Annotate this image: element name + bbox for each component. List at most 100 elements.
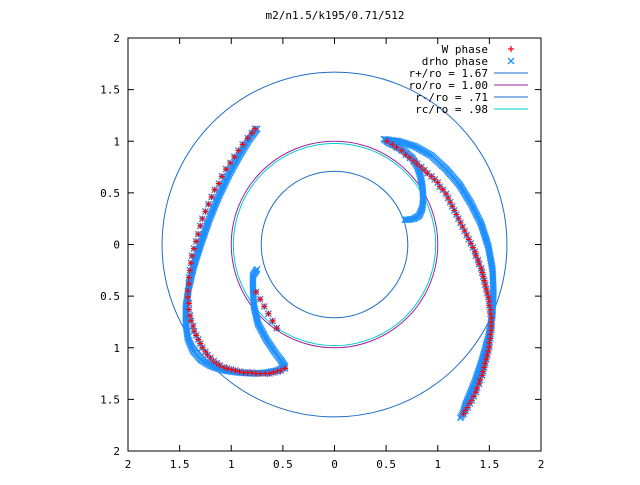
legend-label: r+/ro = 1.67 <box>409 67 488 80</box>
w-phase-point <box>187 317 194 324</box>
w-phase-point <box>477 376 484 383</box>
w-phase-point <box>236 368 243 375</box>
w-phase-point <box>195 231 202 238</box>
w-phase-point <box>190 323 197 330</box>
x-tick-label: 2 <box>538 458 545 471</box>
y-tick-label: 0.5 <box>100 187 120 200</box>
w-phase-point <box>199 215 206 222</box>
w-phase-point <box>205 201 212 208</box>
w-phase-point <box>185 300 192 307</box>
w-phase-point <box>218 173 225 180</box>
w-phase-point <box>402 151 409 158</box>
w-phase-point <box>261 303 268 310</box>
w-phase-point <box>481 364 488 371</box>
legend-label: rc/ro = .98 <box>415 103 488 116</box>
chart-title: m2/n1.5/k195/0.71/512 <box>265 9 404 22</box>
x-tick-label: 2 <box>125 458 132 471</box>
w-phase-point <box>389 141 396 148</box>
x-tick-label: 1.5 <box>170 458 190 471</box>
w-phase-point <box>244 135 251 142</box>
w-phase-point <box>384 138 391 145</box>
w-phase-point <box>215 180 222 187</box>
w-phase-point <box>483 356 490 363</box>
w-phase-point <box>485 347 492 354</box>
w-phase-point <box>485 294 492 301</box>
w-phase-point <box>487 310 494 317</box>
w-phase-point <box>202 348 209 355</box>
y-tick-label: 0.5 <box>100 290 120 303</box>
w-phase-point <box>460 410 467 417</box>
w-phase-point <box>189 252 196 259</box>
w-phase-point <box>414 160 421 167</box>
x-tick-label: 0.5 <box>376 458 396 471</box>
x-tick-label: 0.5 <box>273 458 293 471</box>
w-phase-point <box>248 129 255 136</box>
legend-label: W phase <box>442 43 488 56</box>
w-phase-point <box>483 285 490 292</box>
w-phase-point <box>436 183 443 190</box>
w-phase-point <box>186 267 193 274</box>
w-phase-point <box>273 325 280 332</box>
y-tick-label: 0 <box>113 239 120 252</box>
w-phase-point <box>482 281 489 288</box>
w-phase-point <box>508 46 514 52</box>
x-tick-label: 1 <box>434 458 441 471</box>
w-phase-point <box>462 407 469 414</box>
w-phase-point <box>193 238 200 245</box>
y-tick-label: 1.5 <box>100 84 120 97</box>
w-phase-point <box>424 170 431 177</box>
w-phase-point <box>208 194 215 201</box>
drho-phase-point <box>402 216 410 224</box>
w-phase-point <box>248 369 255 376</box>
x-tick-label: 1.5 <box>479 458 499 471</box>
w-phase-point <box>257 370 264 377</box>
w-phase-point <box>204 351 211 358</box>
w-phase-point <box>484 290 491 297</box>
axis-ticks: 2 1.5 1 0.5 0 0.5 1 1.5 221.510.500.511.52 <box>100 32 544 471</box>
w-phase-point <box>484 351 491 358</box>
w-phase-point <box>227 159 234 166</box>
x-tick-label: 1 <box>228 458 235 471</box>
w-phase-point <box>207 355 214 362</box>
w-phase-point <box>213 360 220 367</box>
w-phase-point <box>488 327 495 334</box>
w-phase-point <box>428 173 435 180</box>
w-phase-point <box>393 144 400 151</box>
w-phase-point <box>239 141 246 148</box>
drho-phase-point <box>401 216 409 224</box>
w-phase-point <box>482 360 489 367</box>
w-phase-point <box>475 256 482 263</box>
radius-circle <box>260 170 409 319</box>
w-phase-point <box>224 365 231 372</box>
x-tick-label: 0 <box>331 458 338 471</box>
w-phase-point <box>269 317 276 324</box>
w-phase-point <box>202 208 209 215</box>
w-phase-point <box>184 287 191 294</box>
w-phase-point <box>468 397 475 404</box>
y-tick-label: 1 <box>113 342 120 355</box>
w-phase-point <box>439 186 446 193</box>
w-phase-point <box>185 280 192 287</box>
w-phase-point <box>266 370 273 377</box>
w-phase-point <box>270 369 277 376</box>
w-phase-point <box>471 248 478 255</box>
y-tick-label: 2 <box>113 445 120 458</box>
w-phase-point <box>197 222 204 229</box>
w-phase-point <box>211 186 218 193</box>
phase-points <box>182 125 497 422</box>
drho-phase-point <box>404 216 411 224</box>
legend-label: ro/ro = 1.00 <box>409 79 488 92</box>
w-phase-point <box>487 335 494 342</box>
w-phase-point <box>184 294 191 301</box>
legend-label: r-/ro = .71 <box>415 91 488 104</box>
w-phase-point <box>186 312 193 319</box>
w-phase-point <box>473 385 480 392</box>
radius-circle <box>232 142 437 347</box>
w-phase-point <box>185 306 192 313</box>
y-tick-label: 1.5 <box>100 393 120 406</box>
w-phase-point <box>421 167 428 174</box>
radius-circles <box>161 71 508 418</box>
